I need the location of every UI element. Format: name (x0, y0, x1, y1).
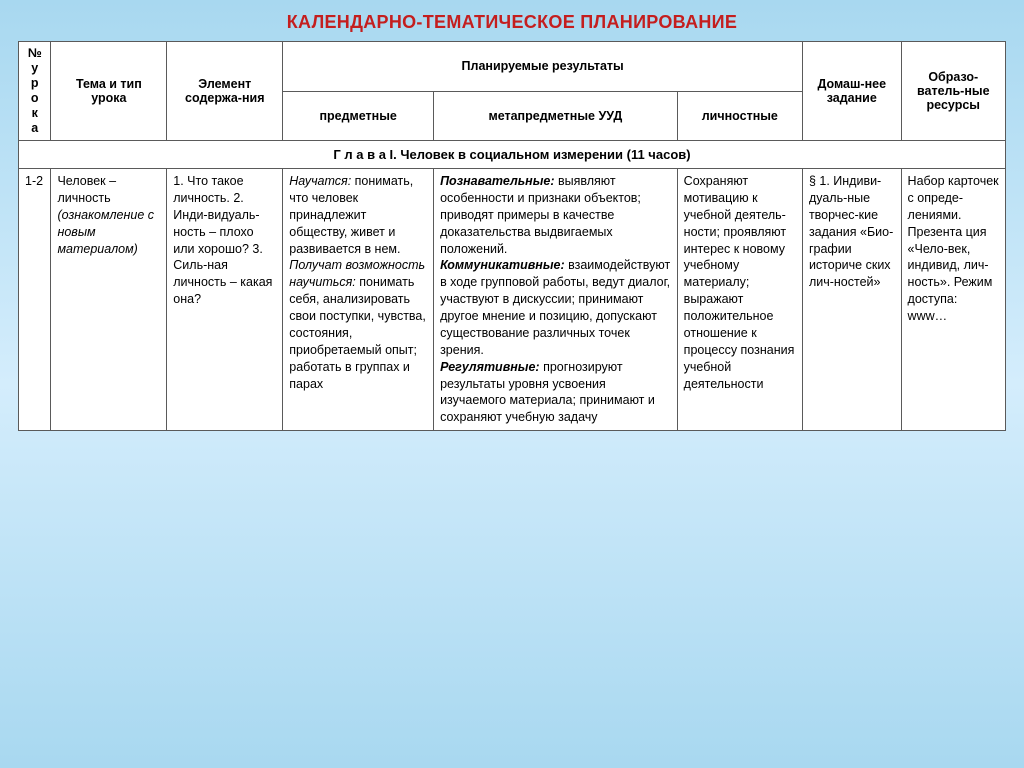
cell-res: Набор карточек с опреде-лениями. Презент… (901, 169, 1005, 431)
pred-h1: Научатся: (289, 174, 351, 188)
meta-h1: Познавательные: (440, 174, 554, 188)
header-res: Образо-ватель-ные ресурсы (901, 42, 1005, 141)
cell-lich: Сохраняют мотивацию к учебной деятель-но… (677, 169, 802, 431)
meta-t2: взаимодействуют в ходе групповой работы,… (440, 258, 670, 356)
meta-h3: Регулятивные: (440, 360, 540, 374)
cell-pred: Научатся: понимать, что человек принадле… (283, 169, 434, 431)
cell-tema: Человек – личность (ознакомление с новым… (51, 169, 167, 431)
cell-elem: 1. Что такое личность. 2. Инди-видуаль-н… (167, 169, 283, 431)
header-tema: Тема и тип урока (51, 42, 167, 141)
tema-italic: (ознакомление с новым материалом) (57, 208, 154, 256)
header-lich: личностные (677, 91, 802, 141)
tema-plain: Человек – личность (57, 174, 116, 205)
cell-meta: Познавательные: выявляют особенности и п… (434, 169, 678, 431)
chapter-title: Г л а в а I. Человек в социальном измере… (19, 141, 1006, 169)
chapter-row: Г л а в а I. Человек в социальном измере… (19, 141, 1006, 169)
header-num-text: № у р о к а (21, 46, 48, 136)
pred-t2: понимать себя, анализировать свои поступ… (289, 275, 426, 390)
meta-h2: Коммуникативные: (440, 258, 565, 272)
cell-dom: § 1. Индиви-дуаль-ные творчес-кие задани… (802, 169, 901, 431)
header-meta: метапредметные УУД (434, 91, 678, 141)
planning-table: № у р о к а Тема и тип урока Элемент сод… (18, 41, 1006, 431)
cell-num: 1-2 (19, 169, 51, 431)
header-num: № у р о к а (19, 42, 51, 141)
header-elem: Элемент содержа-ния (167, 42, 283, 141)
page-container: КАЛЕНДАРНО-ТЕМАТИЧЕСКОЕ ПЛАНИРОВАНИЕ № у… (0, 0, 1024, 443)
header-pred: предметные (283, 91, 434, 141)
header-dom: Домаш-нее задание (802, 42, 901, 141)
header-row-1: № у р о к а Тема и тип урока Элемент сод… (19, 42, 1006, 92)
page-title: КАЛЕНДАРНО-ТЕМАТИЧЕСКОЕ ПЛАНИРОВАНИЕ (18, 12, 1006, 33)
header-results: Планируемые результаты (283, 42, 803, 92)
table-row: 1-2 Человек – личность (ознакомление с н… (19, 169, 1006, 431)
